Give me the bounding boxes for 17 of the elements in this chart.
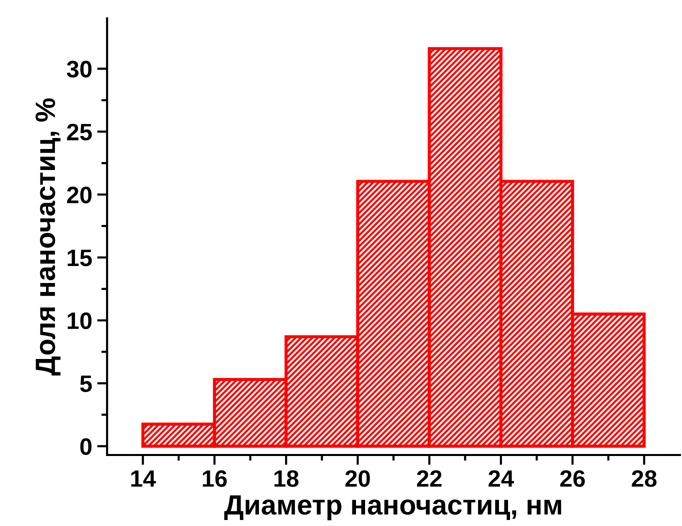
x-tick-label: 22 xyxy=(417,470,442,487)
y-tick-label: 30 xyxy=(66,60,92,78)
y-tick-label: 20 xyxy=(67,186,92,204)
x-tick-label: 24 xyxy=(488,470,514,487)
y-tick-label: 10 xyxy=(68,312,92,330)
y-tick-label: 15 xyxy=(68,250,92,266)
x-tick-label: 28 xyxy=(632,470,657,487)
x-axis-title: Диаметр наночастиц, нм xyxy=(224,495,562,520)
x-tick-label: 16 xyxy=(202,470,227,487)
x-tick-label: 20 xyxy=(345,470,370,487)
x-tick-label: 14 xyxy=(131,470,156,487)
y-tick-label: 5 xyxy=(80,376,92,392)
y-axis-title: Доля наночастиц, % xyxy=(36,98,60,376)
x-tick-label: 18 xyxy=(274,470,299,487)
x-tick-label: 26 xyxy=(560,470,585,487)
y-tick-label: 25 xyxy=(67,124,92,140)
y-tick-label: 0 xyxy=(80,438,92,455)
